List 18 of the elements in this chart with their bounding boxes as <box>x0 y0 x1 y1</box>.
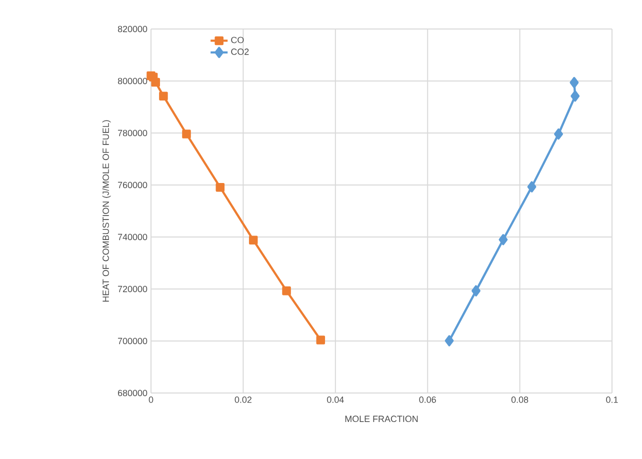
y-tick-label: 820000 <box>118 26 148 32</box>
y-tick-label: 720000 <box>118 286 148 292</box>
x-tick-label: 0.06 <box>419 396 436 403</box>
y-axis-title: HEAT OF COMBUSTION (J/MOLE OF FUEL) <box>102 120 111 302</box>
x-tick-label: 0.08 <box>511 396 528 403</box>
y-tick-label: 700000 <box>118 338 148 344</box>
x-tick-label: 0 <box>148 396 154 403</box>
y-tick-label: 740000 <box>118 234 148 240</box>
legend-label: CO <box>231 36 244 44</box>
y-tick-label: 760000 <box>118 182 148 188</box>
x-tick-label: 0.1 <box>606 396 618 403</box>
legend-label: CO2 <box>231 48 249 55</box>
x-axis-title: MOLE FRACTION <box>345 416 418 422</box>
x-tick-label: 0.04 <box>327 396 344 403</box>
y-tick-label: 780000 <box>118 130 148 136</box>
y-tick-label: 800000 <box>118 78 148 84</box>
x-tick-label: 0.02 <box>234 396 252 403</box>
y-tick-label: 680000 <box>118 390 148 396</box>
